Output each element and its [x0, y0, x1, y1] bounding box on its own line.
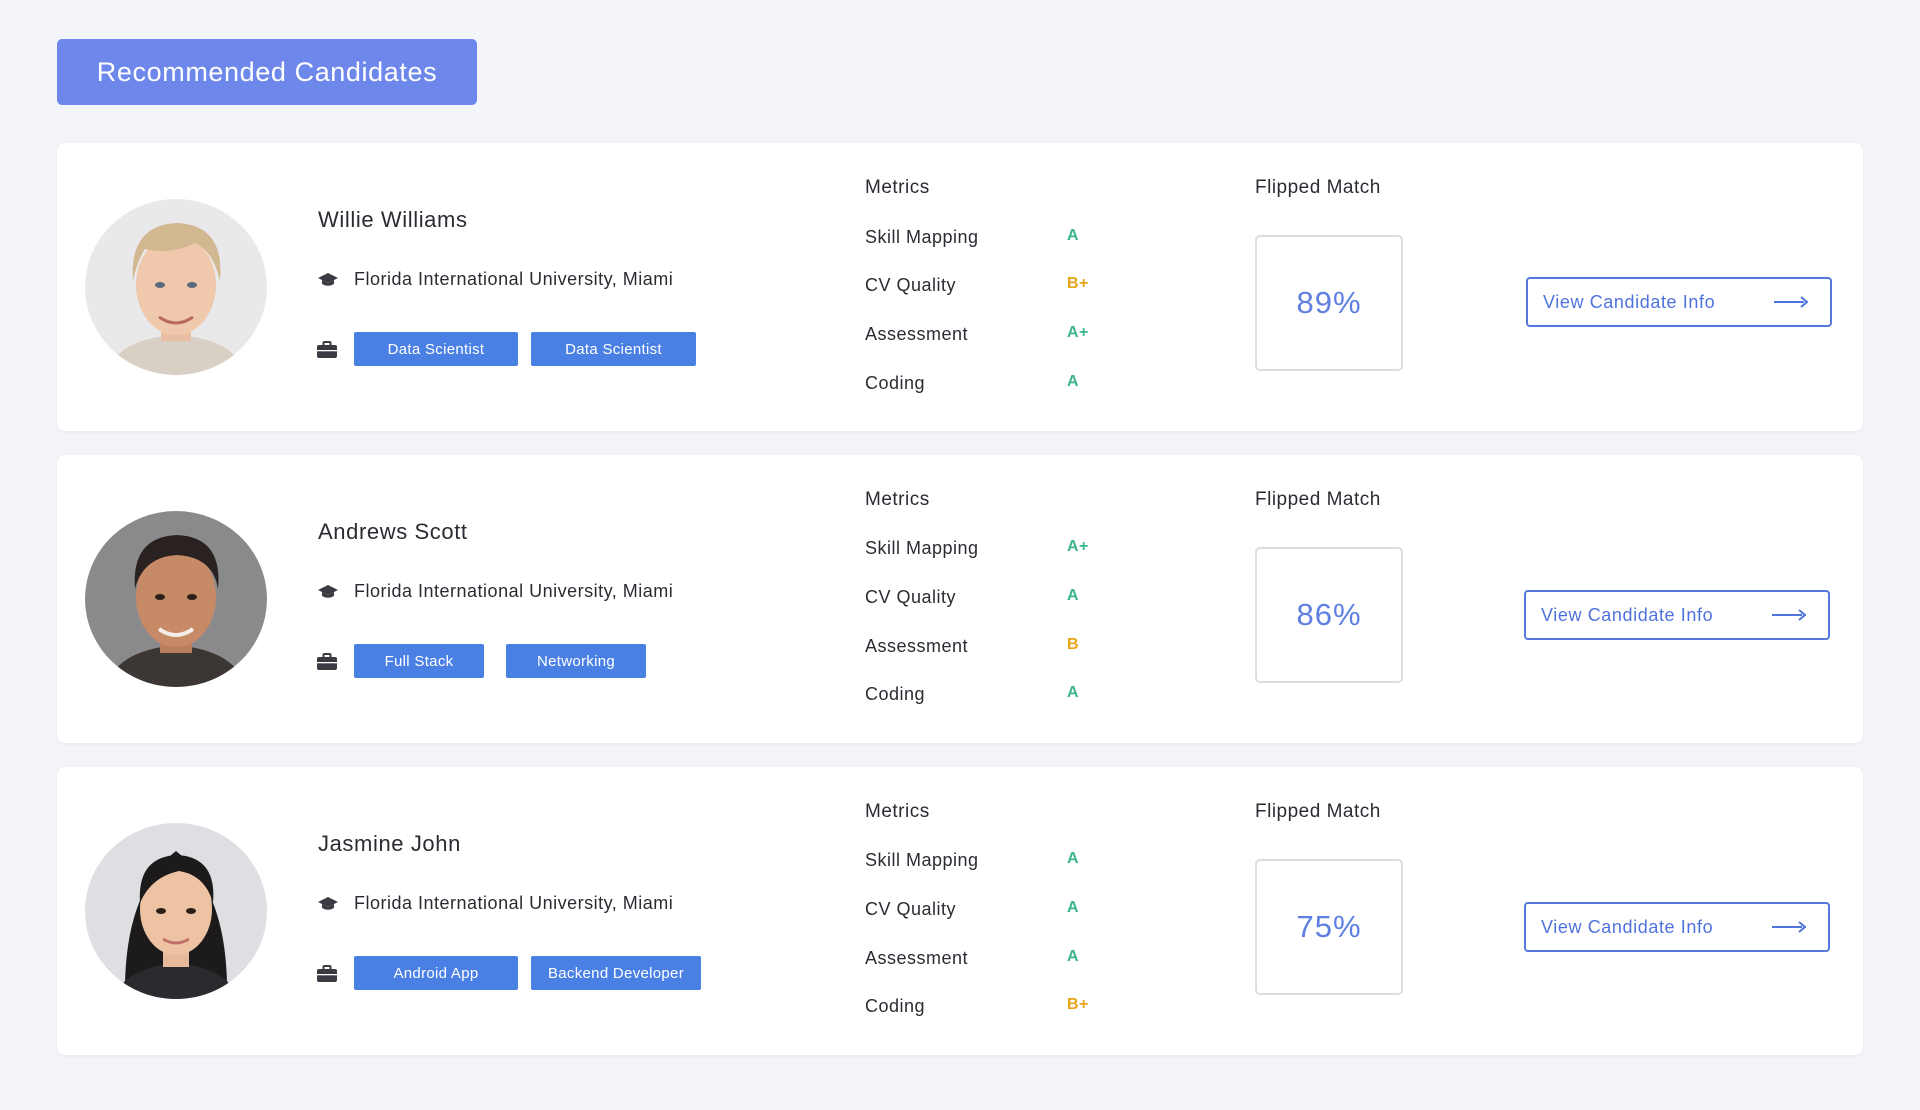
metric-label: Assessment [865, 948, 969, 968]
metrics-heading: Metrics [865, 801, 930, 822]
arrow-right-icon [1772, 609, 1806, 621]
avatar [85, 511, 267, 687]
skill-tag[interactable]: Backend Developer [531, 956, 701, 990]
briefcase-icon [317, 964, 339, 982]
metric-grade: A [1067, 948, 1079, 965]
metric-grade: A+ [1067, 324, 1089, 341]
view-candidate-info-button[interactable]: View Candidate Info [1526, 277, 1832, 327]
graduation-cap-icon [317, 896, 339, 912]
metric-label: Assessment [865, 324, 969, 344]
metric-grade: A+ [1067, 538, 1089, 555]
metric-label: Assessment [865, 636, 969, 656]
graduation-cap-icon [317, 272, 339, 288]
metric-label: Coding [865, 996, 926, 1016]
metric-grade: A [1067, 850, 1079, 867]
skills-row: Android App Backend Developer [317, 956, 714, 990]
metrics-heading: Metrics [865, 489, 930, 510]
metric-label: CV Quality [865, 587, 957, 607]
briefcase-icon [317, 340, 339, 358]
match-score: 86% [1255, 547, 1403, 683]
education-text: Florida International University, Miami [354, 269, 674, 289]
education-row: Florida International University, Miami [317, 269, 673, 290]
metric-label: Skill Mapping [865, 227, 979, 247]
view-button-label: View Candidate Info [1541, 604, 1714, 625]
view-button-label: View Candidate Info [1543, 291, 1716, 312]
education-row: Florida International University, Miami [317, 893, 673, 914]
arrow-right-icon [1772, 921, 1806, 933]
candidate-name: Willie Williams [318, 207, 468, 232]
metrics-heading: Metrics [865, 177, 930, 198]
metric-label: CV Quality [865, 899, 957, 919]
briefcase-icon [317, 652, 339, 670]
metric-label: Coding [865, 373, 926, 393]
view-button-label: View Candidate Info [1541, 916, 1714, 937]
match-heading: Flipped Match [1255, 489, 1381, 510]
skill-tag[interactable]: Networking [506, 644, 646, 678]
match-heading: Flipped Match [1255, 177, 1381, 198]
skill-tag[interactable]: Data Scientist [531, 332, 696, 366]
candidate-name: Jasmine John [318, 831, 461, 856]
skill-tag[interactable]: Android App [354, 956, 518, 990]
skills-row: Full Stack Networking [317, 644, 659, 678]
match-score: 89% [1255, 235, 1403, 371]
metric-grade: B [1067, 636, 1079, 653]
graduation-cap-icon [317, 584, 339, 600]
view-candidate-info-button[interactable]: View Candidate Info [1524, 902, 1830, 952]
match-heading: Flipped Match [1255, 801, 1381, 822]
education-row: Florida International University, Miami [317, 581, 673, 602]
match-score: 75% [1255, 859, 1403, 995]
metric-grade: A [1067, 587, 1079, 604]
skills-row: Data Scientist Data Scientist [317, 332, 709, 366]
metric-grade: A [1067, 227, 1079, 244]
metric-grade: A [1067, 373, 1079, 390]
view-candidate-info-button[interactable]: View Candidate Info [1524, 590, 1830, 640]
metric-grade: A [1067, 684, 1079, 701]
metric-label: Coding [865, 684, 926, 704]
candidate-card: Willie Williams Florida International Un… [57, 143, 1863, 431]
avatar [85, 823, 267, 999]
arrow-right-icon [1774, 296, 1808, 308]
candidate-name: Andrews Scott [318, 519, 468, 544]
metric-label: Skill Mapping [865, 850, 979, 870]
avatar [85, 199, 267, 375]
metric-grade: B+ [1067, 275, 1089, 292]
skill-tag[interactable]: Data Scientist [354, 332, 518, 366]
skill-tag[interactable]: Full Stack [354, 644, 484, 678]
candidate-card: Andrews Scott Florida International Univ… [57, 455, 1863, 743]
metric-label: Skill Mapping [865, 538, 979, 558]
candidate-card: Jasmine John Florida International Unive… [57, 767, 1863, 1055]
metric-grade: A [1067, 899, 1079, 916]
education-text: Florida International University, Miami [354, 893, 674, 913]
metric-label: CV Quality [865, 275, 957, 295]
education-text: Florida International University, Miami [354, 581, 674, 601]
metric-grade: B+ [1067, 996, 1089, 1013]
page-title: Recommended Candidates [57, 39, 477, 105]
